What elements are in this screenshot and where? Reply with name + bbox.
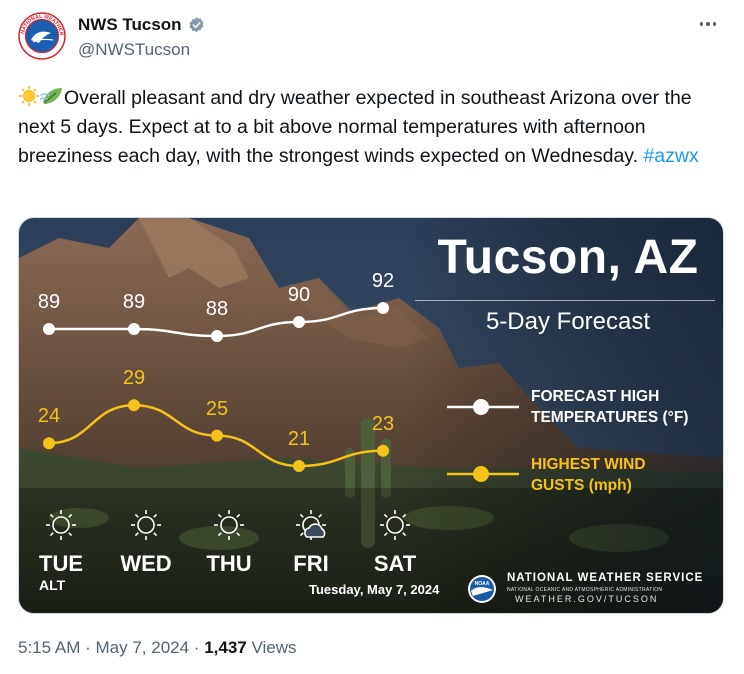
forecast-image[interactable]: Tucson, AZ 5-Day Forecast 89 89 88 90 92 24 29…	[18, 217, 724, 614]
day-label: FRI	[293, 551, 329, 576]
tweet-body-text: Overall pleasant and dry weather expecte…	[18, 87, 692, 167]
temp-point	[377, 302, 389, 314]
gust-point	[211, 429, 223, 442]
gust-label: 29	[122, 367, 146, 390]
tweet-footer: 5:15 AM · May 7, 2024 · 1,437 Views	[18, 638, 297, 657]
temp-point	[211, 330, 223, 342]
noaa-logo-icon: NOAA	[468, 575, 496, 603]
gust-point	[43, 437, 55, 450]
legend-high-marker	[447, 399, 519, 415]
forecast-chart	[43, 302, 519, 482]
agency-name: NATIONAL WEATHER SERVICE	[507, 572, 704, 584]
temp-label: 89	[122, 291, 146, 313]
graphic-date: Tuesday, May 7, 2024	[309, 582, 440, 597]
sun-emoji-icon	[19, 86, 39, 106]
sun-icon	[214, 510, 244, 540]
graphic-title: Tucson, AZ	[437, 231, 699, 284]
gust-point	[377, 444, 389, 457]
temp-point	[43, 323, 55, 335]
legend-wind-marker	[447, 466, 519, 482]
temp-label: 89	[37, 291, 61, 313]
more-dot-icon	[706, 22, 710, 26]
temp-label: 90	[287, 284, 311, 306]
alt-label: ALT	[39, 577, 66, 593]
agency-subtitle: NATIONAL OCEANIC AND ATMOSPHERIC ADMINIS…	[507, 587, 663, 593]
mountain-background	[19, 218, 723, 613]
views-label: Views	[251, 638, 297, 657]
partly-cloudy-icon	[296, 510, 326, 540]
gust-point	[293, 460, 305, 472]
gust-label: 24	[37, 405, 61, 428]
sun-icon	[46, 510, 76, 540]
agency-url: WEATHER.GOV/TUCSON	[515, 594, 659, 604]
handle[interactable]: @NWSTucson	[78, 40, 191, 59]
more-dot-icon	[712, 22, 717, 26]
svg-text:NOAA: NOAA	[475, 581, 490, 587]
sun-icon	[131, 510, 161, 540]
weather-icons-row	[46, 510, 410, 540]
gust-label: 25	[205, 397, 229, 420]
day-label: THU	[206, 551, 252, 576]
gust-label: 21	[287, 428, 311, 450]
tweet-date[interactable]: May 7, 2024	[95, 638, 190, 657]
wind-leaf-emoji-icon	[40, 88, 62, 104]
display-name[interactable]: NWS Tucson	[78, 15, 182, 34]
temp-point	[293, 316, 305, 328]
more-dot-icon	[699, 22, 704, 26]
avatar[interactable]: NATIONAL WEATHER	[18, 12, 66, 60]
graphic-subtitle: 5-Day Forecast	[485, 308, 651, 335]
legend-wind-label: HIGHEST WIND GUSTS (mph)	[531, 456, 646, 494]
day-label: WED	[120, 551, 172, 576]
views-count[interactable]: 1,437	[204, 638, 247, 657]
hashtag-link[interactable]: #azwx	[643, 145, 699, 167]
temp-label: 88	[205, 298, 229, 320]
nws-logo-icon: NATIONAL WEATHER	[18, 12, 66, 60]
gust-label: 23	[371, 412, 395, 435]
more-options-button[interactable]	[694, 14, 722, 34]
legend-high-label: FORECAST HIGH TEMPERATURES (°F)	[531, 388, 689, 426]
tweet-text: Overall pleasant and dry weather expecte…	[18, 84, 724, 171]
temp-label: 92	[371, 270, 395, 292]
day-label: TUE	[39, 551, 83, 576]
temp-point	[128, 323, 140, 335]
title-divider	[415, 300, 715, 301]
gust-point	[128, 399, 140, 412]
day-label: SAT	[373, 551, 417, 576]
verified-badge-icon[interactable]	[187, 16, 206, 35]
tweet-time[interactable]: 5:15 AM	[18, 638, 81, 657]
sun-icon	[380, 510, 410, 540]
